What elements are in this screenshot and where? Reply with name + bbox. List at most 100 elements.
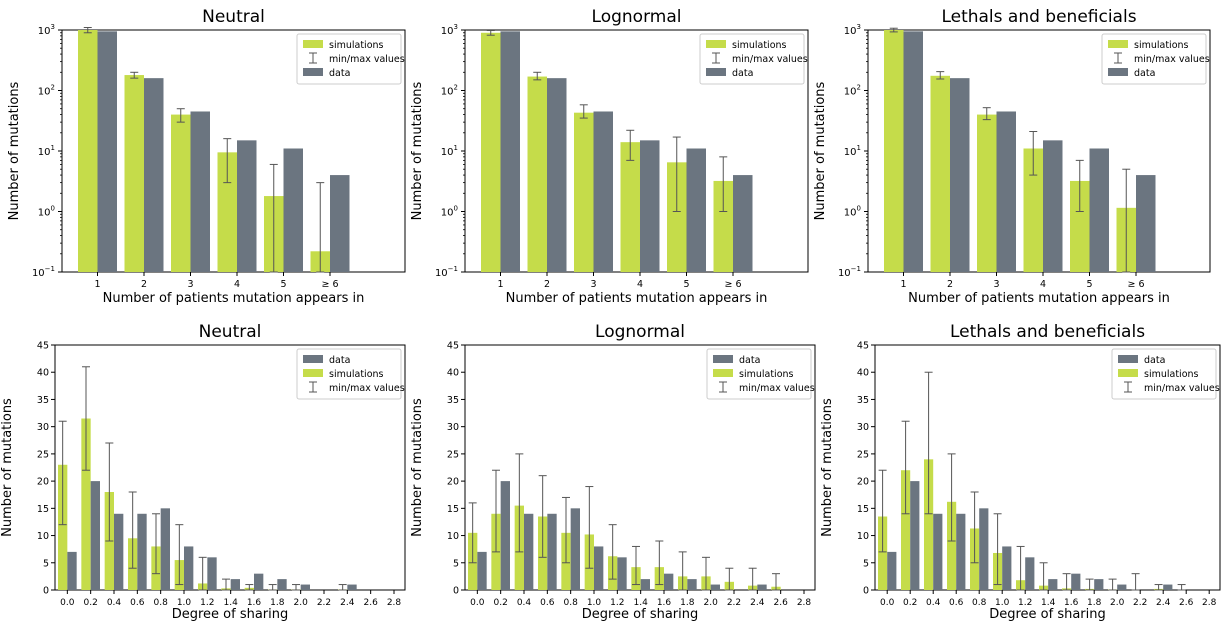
errorbar	[316, 182, 325, 273]
bar-data	[184, 546, 194, 590]
bar-data	[1071, 573, 1081, 590]
x-tick-label: 2.0	[1110, 598, 1125, 608]
legend-swatch-data	[706, 68, 726, 76]
chart-title: Lognormal	[592, 7, 682, 27]
y-tick-label: 5	[453, 558, 459, 569]
bar-simulations	[713, 180, 733, 272]
bar-data	[477, 551, 487, 590]
legend-swatch-data	[713, 355, 733, 363]
bar-data	[1089, 148, 1109, 272]
errorbar	[1016, 545, 1025, 591]
legend-label: data	[329, 68, 350, 79]
errorbar	[678, 551, 687, 591]
bar-data	[254, 573, 264, 590]
errorbar	[970, 491, 979, 564]
errorbar	[608, 524, 617, 580]
errorbar	[83, 26, 92, 34]
legend-label: data	[739, 355, 760, 366]
x-tick-label: 0.0	[470, 598, 485, 608]
legend-label: simulations	[739, 369, 794, 380]
bar-data	[593, 111, 613, 272]
x-tick-label: 1.0	[995, 598, 1010, 608]
x-tick-label: 2.4	[340, 598, 355, 608]
bar-simulations	[527, 76, 547, 273]
bar-data	[330, 175, 350, 272]
bar-simulations	[58, 464, 68, 590]
bar-data	[640, 579, 650, 590]
x-tick-label: 1.2	[200, 598, 214, 608]
x-tick-label: 2.2	[727, 598, 741, 608]
bar-data	[90, 481, 100, 590]
errorbar	[82, 366, 90, 471]
x-tick-label: 0.4	[517, 598, 532, 608]
legend-swatch-simulations	[1118, 369, 1138, 377]
chart-panel-3: 10−1 100 101 102 103 1 2 3 4 5 ≥ 6 Lethals and bene…	[813, 7, 1211, 306]
x-axis-label: Number of patients mutation appears in	[506, 291, 768, 306]
errorbar	[878, 469, 887, 553]
x-tick-label: 1.4	[1041, 598, 1056, 608]
legend-label: min/max values	[732, 54, 808, 65]
x-tick-label: 1.6	[657, 598, 672, 608]
y-tick-label: 25	[857, 449, 869, 460]
bar-simulations	[977, 114, 997, 272]
errorbar	[702, 556, 710, 591]
bar-data	[950, 78, 970, 272]
legend-label: data	[329, 355, 350, 366]
y-tick-label: 103	[844, 23, 861, 37]
bar-data	[207, 557, 217, 590]
y-tick-label: 102	[441, 84, 458, 98]
y-tick-label: 35	[857, 395, 869, 406]
y-tick-label: 40	[857, 368, 869, 379]
errorbar	[947, 453, 956, 542]
bar-data	[664, 573, 674, 590]
x-tick-label: 0.4	[107, 598, 122, 608]
y-axis-label: Number of mutations	[820, 398, 835, 537]
errorbar	[533, 71, 542, 81]
bar-data	[547, 78, 567, 272]
y-tick-label: 45	[857, 341, 869, 352]
x-tick-label: 2.0	[704, 598, 719, 608]
y-tick-label: 10	[857, 531, 869, 542]
x-tick-label: 4	[1040, 279, 1046, 290]
y-tick-label: 102	[38, 84, 55, 98]
x-axis-label: Degree of sharing	[989, 607, 1106, 622]
y-tick-label: 45	[447, 341, 459, 352]
x-tick-label: 2	[141, 279, 147, 290]
x-tick-label: 1.2	[1018, 598, 1032, 608]
errorbar	[982, 107, 991, 121]
legend-label: min/max values	[739, 383, 815, 394]
bar-data	[617, 557, 627, 590]
bar-simulations	[1070, 180, 1090, 272]
legend-label: simulations	[329, 369, 384, 380]
y-tick-label: 30	[447, 422, 459, 433]
bar-data	[1048, 579, 1058, 590]
y-tick-label: 101	[441, 144, 458, 158]
bar-data	[1136, 175, 1156, 272]
x-tick-label: 0.8	[972, 598, 987, 608]
x-tick-label: 1.8	[680, 598, 695, 608]
chart-title: Lethals and beneficials	[950, 322, 1145, 342]
legend-swatch-simulations	[706, 40, 726, 48]
bar-data	[1117, 584, 1127, 590]
bar-simulations	[667, 162, 687, 272]
bar-simulations	[930, 75, 950, 272]
errorbar	[1131, 573, 1140, 591]
x-tick-label: 1.8	[270, 598, 285, 608]
legend: data simulations min/max values	[1111, 348, 1220, 400]
bar-simulations	[217, 152, 237, 272]
x-tick-label: 3	[590, 279, 596, 290]
x-tick-label: 1	[497, 279, 503, 290]
y-tick-label: 35	[447, 395, 459, 406]
bar-data	[733, 175, 753, 272]
errorbar	[936, 71, 945, 80]
bar-simulations	[481, 32, 501, 273]
bar-data	[640, 140, 660, 272]
errorbar	[538, 475, 547, 558]
legend-label: min/max values	[1134, 54, 1210, 65]
bar-data	[190, 111, 210, 272]
x-tick-label: 4	[637, 279, 643, 290]
chart-title: Lethals and beneficials	[941, 7, 1136, 27]
errorbar	[175, 524, 184, 586]
errorbar	[338, 584, 347, 591]
bar-data	[114, 513, 124, 590]
